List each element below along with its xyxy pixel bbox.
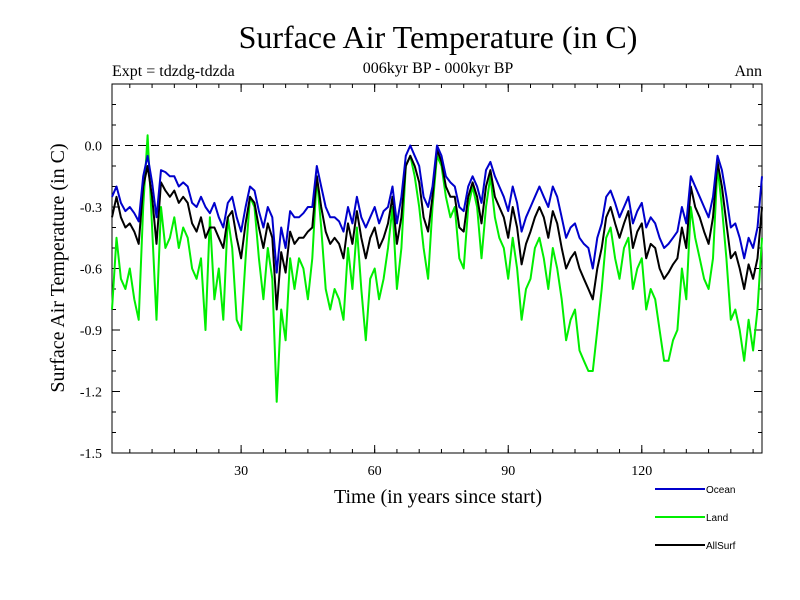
- experiment-note: Expt = tdzdg-tdzda: [112, 63, 235, 80]
- y-axis-ticks: -1.5 -1.2 -0.9 -0.6 -0.3 0.0: [80, 140, 762, 462]
- series-land-line: [111, 134, 763, 403]
- x-tick-label: 30: [234, 464, 248, 479]
- x-tick-label: 90: [501, 464, 515, 479]
- plot-area: -1.5 -1.2 -0.9 -0.6 -0.3 0.0 30 60 90 120: [80, 83, 763, 479]
- y-tick-label: 0.0: [85, 140, 103, 155]
- y-tick-label: -1.2: [80, 386, 102, 401]
- minor-ticks: [112, 83, 762, 454]
- x-tick-label: 60: [368, 464, 382, 479]
- x-axis-label: Time (in years since start): [334, 486, 542, 508]
- series-ocean-line: [111, 144, 763, 274]
- plot-frame: [111, 83, 763, 454]
- legend-label-allsurf: AllSurf: [706, 541, 736, 552]
- legend: Ocean Land AllSurf: [655, 485, 736, 552]
- chart-subtitle: 006kyr BP - 000kyr BP: [363, 60, 514, 77]
- legend-label-ocean: Ocean: [706, 485, 735, 496]
- series-lines: [111, 134, 763, 403]
- x-tick-label: 120: [631, 464, 652, 479]
- y-axis-label: Surface Air Temperature (in C): [47, 143, 69, 392]
- y-tick-label: -0.9: [80, 324, 102, 339]
- y-tick-label: -1.5: [80, 447, 102, 462]
- series-allsurf-line: [111, 148, 763, 311]
- season-note: Ann: [734, 63, 762, 80]
- y-tick-label: -0.3: [80, 201, 102, 216]
- chart-title: Surface Air Temperature (in C): [239, 19, 638, 55]
- y-tick-label: -0.6: [80, 263, 102, 278]
- legend-label-land: Land: [706, 513, 728, 524]
- x-axis-ticks: 30 60 90 120: [234, 84, 652, 479]
